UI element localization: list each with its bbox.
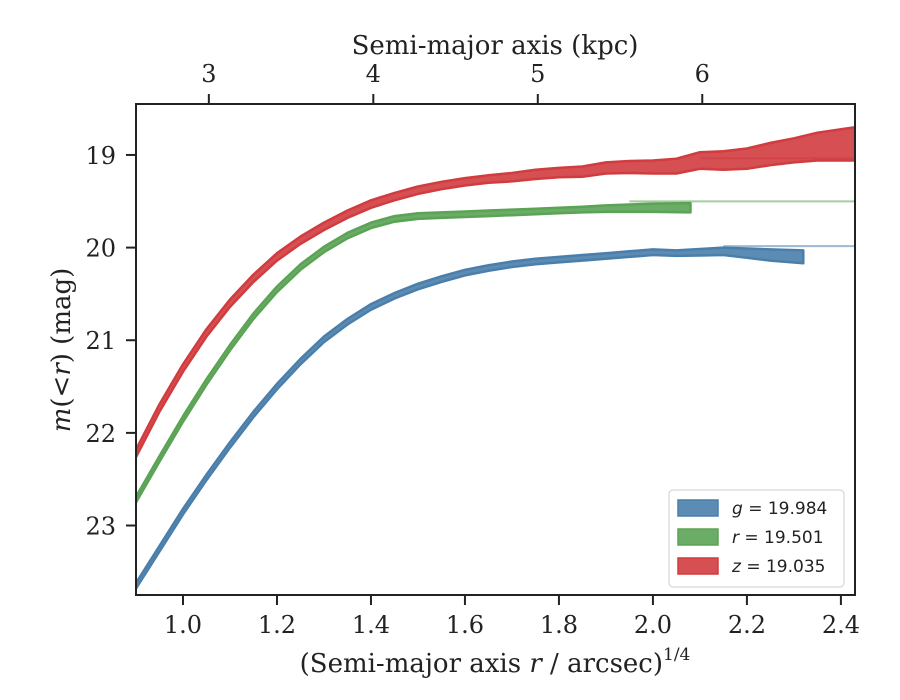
legend-label-z: z = 19.035 bbox=[731, 557, 825, 577]
x-tick-label: 1.2 bbox=[258, 611, 296, 639]
x-tick-label: 1.8 bbox=[540, 611, 578, 639]
model-lines bbox=[629, 157, 855, 248]
top-tick-label: 4 bbox=[366, 60, 381, 88]
x-tick-label: 1.4 bbox=[352, 611, 390, 639]
legend-label-r: r = 19.501 bbox=[732, 528, 824, 548]
y-axis-ticks: 19 20 21 22 23 bbox=[85, 142, 136, 541]
legend-swatch-r bbox=[677, 528, 719, 546]
legend-items: g = 19.984 r = 19.501 z = 19.035 bbox=[677, 499, 827, 577]
x-axis-label: (Semi-major axis r / arcsec)1/4 bbox=[300, 645, 691, 679]
top-axis-label: Semi-major axis (kpc) bbox=[352, 31, 639, 61]
legend-label-g: g = 19.984 bbox=[732, 499, 827, 519]
series-bands bbox=[136, 125, 855, 590]
x-tick-label: 1.6 bbox=[446, 611, 484, 639]
y-tick-label: 19 bbox=[85, 142, 116, 170]
x-tick-label: 2.0 bbox=[634, 611, 672, 639]
band-z bbox=[136, 125, 855, 459]
x-tick-label: 2.2 bbox=[728, 611, 766, 639]
plot-frame bbox=[135, 103, 856, 596]
legend: g = 19.984 r = 19.501 z = 19.035 bbox=[668, 489, 845, 588]
band-r bbox=[136, 201, 692, 504]
y-tick-label: 22 bbox=[85, 420, 116, 448]
y-tick-label: 23 bbox=[85, 513, 116, 541]
top-axis-ticks: 3 4 5 6 bbox=[201, 60, 710, 104]
top-tick-label: 3 bbox=[201, 60, 216, 88]
y-tick-label: 21 bbox=[85, 327, 116, 355]
y-tick-label: 20 bbox=[85, 235, 116, 263]
legend-swatch-g bbox=[677, 499, 719, 517]
top-tick-label: 5 bbox=[530, 60, 545, 88]
y-axis-label: m(<r) (mag) bbox=[47, 268, 77, 433]
x-tick-label: 1.0 bbox=[164, 611, 202, 639]
x-tick-label: 2.4 bbox=[822, 611, 860, 639]
x-axis-ticks: 1.0 1.2 1.4 1.6 1.8 2.0 2.2 2.4 bbox=[164, 595, 860, 639]
legend-swatch-z bbox=[677, 557, 719, 575]
band-g bbox=[136, 246, 805, 590]
top-tick-label: 6 bbox=[695, 60, 710, 88]
